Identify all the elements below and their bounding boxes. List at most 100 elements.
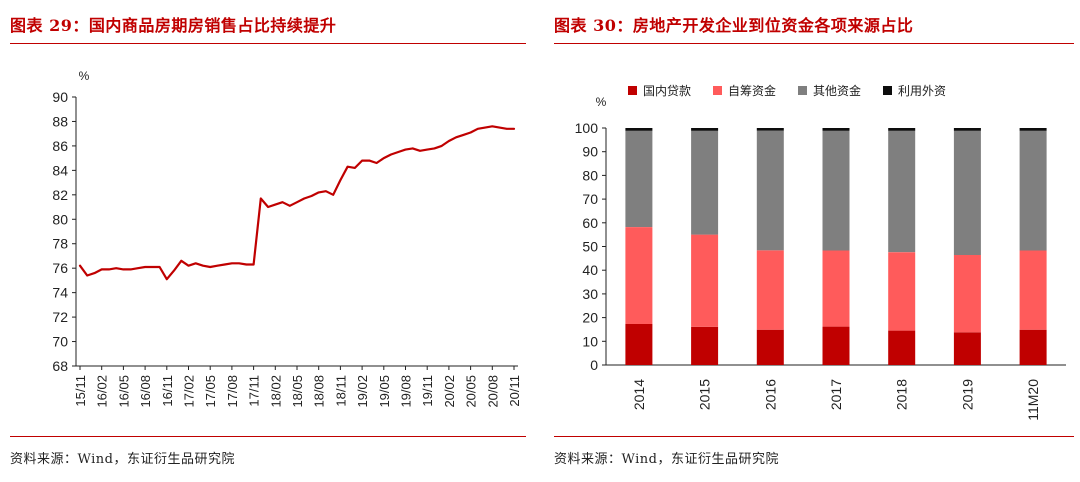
left-chart-panel: 图表 29：国内商品房期房销售占比持续提升 % 68 70 72 74 76 78 80 82 8…: [0, 0, 532, 482]
data-point: [462, 134, 465, 136]
bar-segment: [1019, 128, 1047, 131]
bar-segment: [953, 332, 981, 365]
data-point: [122, 268, 125, 271]
bar-segment: [625, 227, 653, 324]
data-point: [339, 179, 342, 181]
x-tick-label: 2017: [828, 379, 844, 410]
data-point: [267, 206, 269, 208]
left-title-rule: [10, 43, 526, 44]
bar-segment: [1019, 250, 1047, 330]
line-chart: % 68 70 72 74 76 78 80 82 84 86 88 90 15/11 16/02 16/05…: [52, 69, 522, 408]
y-tick-label: 80: [582, 167, 598, 183]
x-tick-label: 2018: [894, 379, 910, 410]
data-point: [296, 201, 298, 203]
bar-segment: [625, 324, 653, 365]
data-point: [498, 126, 501, 129]
bar-segment: [953, 128, 981, 131]
x-tick-label: 18/11: [333, 375, 348, 407]
bar-segment: [888, 130, 916, 253]
data-point: [390, 153, 392, 156]
data-point: [115, 267, 117, 270]
right-title-rule: [554, 43, 1074, 44]
y-tick-label: 90: [52, 89, 68, 105]
left-chart-title: 图表 29：国内商品房期房销售占比持续提升: [10, 16, 337, 35]
x-tick-label: 19/02: [355, 375, 370, 408]
legend-label: 利用外资: [898, 84, 947, 98]
y-tick-label: 72: [52, 309, 68, 325]
y-tick-label: 74: [52, 285, 68, 301]
legend-label: 自筹资金: [728, 84, 777, 98]
bar-segment: [625, 130, 653, 227]
data-point: [477, 128, 479, 130]
legend-swatch: [883, 86, 893, 95]
bar-segment: [1019, 329, 1047, 365]
y-tick-label: 90: [582, 144, 598, 160]
data-point: [223, 263, 226, 266]
x-tick-label: 18/02: [268, 375, 283, 408]
y-axis-unit-label: %: [79, 69, 90, 83]
y-tick-label: 76: [52, 260, 68, 276]
data-point: [252, 263, 255, 266]
data-point: [245, 263, 248, 266]
bar-segment: [691, 130, 719, 235]
bar-segment: [691, 326, 719, 365]
bar-segment: [888, 128, 916, 131]
y-tick-label: 60: [582, 215, 598, 231]
data-point: [433, 147, 436, 150]
data-point: [194, 262, 197, 265]
data-point: [216, 264, 219, 267]
y-tick-label: 20: [582, 310, 598, 326]
x-tick-label: 19/05: [377, 375, 392, 408]
x-tick-label: 17/02: [182, 375, 197, 408]
data-point: [289, 205, 291, 207]
data-point: [137, 267, 139, 270]
data-point: [354, 167, 356, 169]
x-tick-label: 17/05: [203, 375, 218, 408]
data-point: [158, 266, 161, 268]
y-tick-label: 78: [52, 236, 68, 252]
data-point: [209, 266, 211, 268]
x-tick-label: 19/11: [420, 375, 435, 407]
bar-segment: [756, 130, 784, 251]
x-tick-label: 11M20: [1025, 379, 1041, 421]
data-point: [469, 131, 472, 134]
x-tick-label: 17/08: [225, 375, 240, 408]
y-tick-label: 88: [52, 113, 68, 129]
data-point: [187, 264, 190, 267]
bar-segment: [822, 128, 850, 131]
x-tick-label: 16/02: [95, 375, 110, 408]
data-point: [274, 203, 277, 206]
data-point: [100, 268, 103, 271]
data-point: [368, 159, 371, 162]
right-chart-panel: 图表 30：房地产开发企业到位资金各项来源占比 国内贷款 自筹资金 其他资金 利用外资…: [544, 0, 1080, 482]
right-source-note: 资料来源：Wind，东证衍生品研究院: [554, 452, 779, 467]
x-tick-label: 19/08: [399, 375, 414, 408]
data-point: [491, 125, 494, 128]
y-tick-label: 10: [582, 333, 598, 349]
data-point: [310, 195, 313, 197]
data-point: [419, 150, 421, 152]
chart-legend: 国内贷款 自筹资金 其他资金 利用外资: [628, 82, 946, 99]
y-axis-unit-label: %: [596, 95, 607, 109]
bar-segment: [756, 329, 784, 365]
legend-label: 国内贷款: [643, 84, 692, 98]
x-tick-label: 20/02: [442, 375, 457, 408]
bar-segment: [1019, 130, 1047, 251]
x-tick-label: 17/11: [247, 375, 262, 407]
x-tick-label: 16/05: [116, 375, 131, 408]
data-point: [231, 262, 233, 265]
x-tick-label: 20/08: [485, 375, 500, 408]
data-point: [513, 128, 515, 130]
legend-item: 其他资金: [798, 82, 861, 99]
x-tick-label: 20/11: [507, 375, 522, 407]
data-point: [238, 262, 240, 265]
right-footer-rule: [554, 436, 1074, 437]
data-point: [411, 147, 414, 150]
data-point: [180, 260, 183, 262]
bar-segment: [822, 250, 850, 327]
y-tick-label: 50: [582, 239, 598, 255]
stacked-bar-chart: % 0 10 20 30 40 50 60 70 80 90 100 2014 2015 2016 2017 2…: [575, 95, 1066, 421]
data-point: [317, 191, 320, 194]
data-point: [93, 272, 96, 274]
bar-segment: [888, 330, 916, 365]
